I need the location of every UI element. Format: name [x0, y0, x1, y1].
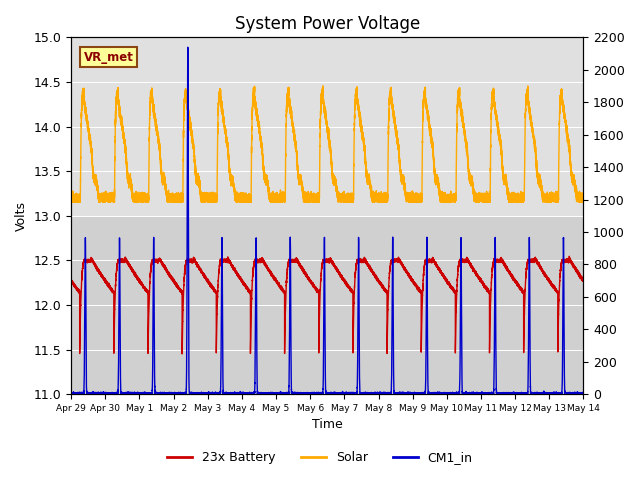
Text: VR_met: VR_met — [84, 50, 134, 63]
Title: System Power Voltage: System Power Voltage — [235, 15, 420, 33]
Y-axis label: Volts: Volts — [15, 201, 28, 231]
Bar — [71, 37, 584, 216]
Legend: 23x Battery, Solar, CM1_in: 23x Battery, Solar, CM1_in — [163, 446, 477, 469]
X-axis label: Time: Time — [312, 419, 342, 432]
